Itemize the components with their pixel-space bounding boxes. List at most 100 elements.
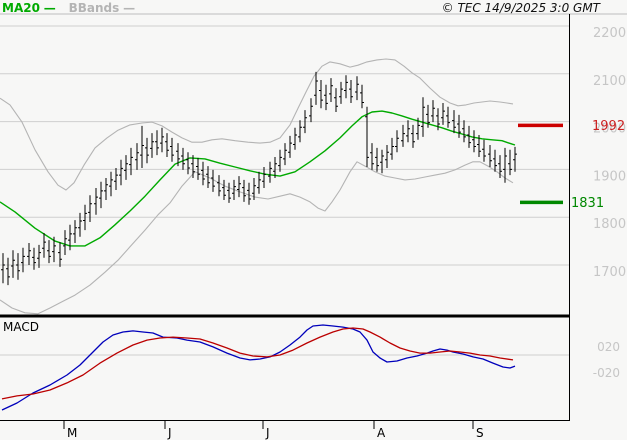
price-tick-label: 1700	[593, 265, 626, 280]
macd-line	[1, 324, 516, 411]
candlestick	[472, 130, 476, 153]
candlestick	[293, 127, 297, 150]
candlesticks	[1, 71, 517, 286]
candlestick	[140, 125, 144, 168]
candlestick	[314, 71, 318, 105]
candlestick	[380, 149, 384, 174]
price-tick-label: 1900	[593, 169, 626, 184]
candlestick	[370, 143, 374, 170]
macd-tick-label: 020	[597, 340, 620, 354]
candlestick	[344, 75, 348, 99]
candlestick	[196, 157, 200, 180]
candlestick	[52, 236, 56, 263]
candlestick	[155, 130, 159, 156]
candlestick	[375, 147, 379, 172]
candlestick	[298, 120, 302, 143]
candlestick	[508, 149, 512, 176]
candlestick	[83, 204, 87, 231]
candlestick	[237, 176, 241, 198]
candlestick	[436, 108, 440, 131]
candlestick	[181, 147, 185, 170]
candlestick	[457, 114, 461, 138]
candlestick	[186, 152, 190, 175]
candlestick	[21, 247, 25, 273]
month-label: J	[265, 426, 270, 440]
price-tick-label: 2200	[593, 26, 626, 41]
resistance-label: 1992	[592, 119, 625, 134]
candlestick	[242, 179, 246, 202]
candlestick	[232, 179, 236, 200]
candlestick	[334, 88, 338, 112]
support-label: 1831	[571, 196, 604, 211]
candlestick	[431, 100, 435, 123]
month-label: M	[67, 426, 77, 440]
candlestick	[319, 80, 323, 109]
candlestick	[503, 147, 507, 183]
candlestick	[114, 168, 118, 190]
candlestick	[441, 103, 445, 125]
candlestick	[329, 78, 333, 102]
candlestick	[411, 124, 415, 148]
candlestick	[63, 230, 67, 255]
candlestick	[150, 133, 154, 158]
candlestick	[68, 224, 72, 251]
macd-panel-separator	[0, 314, 570, 318]
ma20-line-sample: —	[43, 1, 56, 15]
candlestick	[124, 155, 128, 180]
candlestick	[78, 212, 82, 237]
candlestick	[27, 243, 31, 265]
candlestick	[88, 195, 92, 222]
candlestick	[395, 130, 399, 153]
candlestick	[160, 127, 164, 153]
candlestick	[477, 135, 481, 157]
candlestick	[268, 161, 272, 183]
candlestick	[390, 137, 394, 160]
candlestick	[109, 171, 113, 197]
candlestick	[421, 97, 425, 137]
candlestick	[73, 220, 77, 243]
candlestick	[32, 247, 36, 270]
bollinger-upper-line	[0, 58, 514, 191]
candlestick	[201, 161, 205, 186]
candlestick	[11, 250, 15, 278]
candlestick	[303, 110, 307, 134]
candlestick	[47, 240, 51, 264]
candlestick	[99, 181, 103, 209]
ma20-line	[0, 110, 516, 247]
legend-item-ma20: MA20 —	[2, 1, 56, 15]
candlestick	[324, 84, 328, 111]
ma20-legend-label: MA20	[2, 1, 40, 15]
candlestick	[365, 106, 369, 167]
candlestick	[37, 244, 41, 268]
candlestick	[401, 124, 405, 147]
candlestick	[283, 143, 287, 166]
candlestick	[360, 84, 364, 109]
candlestick	[135, 143, 139, 170]
candlestick	[42, 233, 46, 258]
candlestick	[222, 179, 226, 200]
price-tick-label: 2100	[593, 74, 626, 89]
month-label: S	[476, 426, 484, 440]
candlestick	[247, 182, 251, 205]
candlestick	[426, 104, 430, 128]
candlestick	[191, 155, 195, 178]
legend: MA20 — BBands —	[2, 1, 144, 15]
candlestick	[252, 178, 256, 200]
bollinger-lower-line	[0, 161, 514, 315]
candlestick	[176, 143, 180, 167]
candlestick	[493, 149, 497, 172]
bbands-line-sample: —	[123, 1, 135, 15]
bbands-legend-label: BBands	[68, 1, 120, 15]
macd-signal-line	[1, 327, 514, 400]
candlestick	[385, 145, 389, 168]
candlestick	[467, 125, 471, 148]
candlestick	[498, 155, 502, 178]
candlestick	[129, 147, 133, 176]
month-label: A	[377, 426, 386, 440]
candlestick	[58, 242, 62, 267]
candlestick	[513, 146, 517, 172]
candlestick	[145, 137, 149, 164]
candlestick	[94, 188, 98, 215]
candlestick	[16, 253, 20, 280]
